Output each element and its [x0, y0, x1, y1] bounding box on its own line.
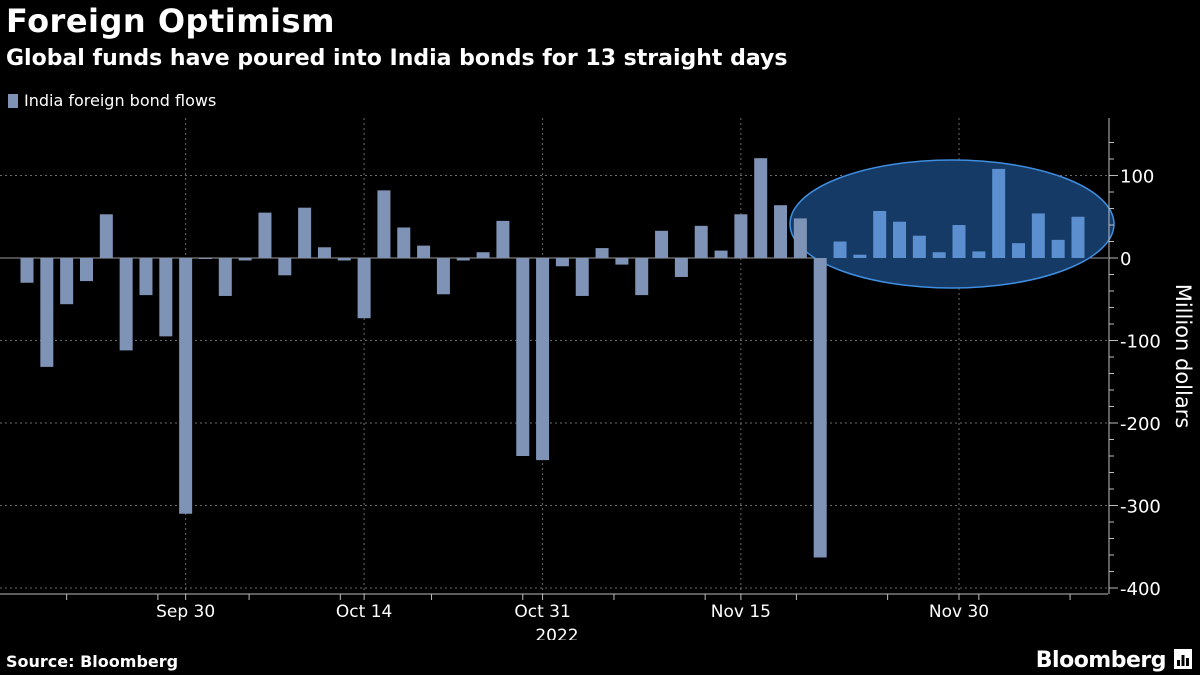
legend-label: India foreign bond flows	[24, 91, 217, 110]
bar	[972, 251, 986, 258]
bar	[40, 258, 54, 367]
x-tick-label: Nov 30	[929, 602, 989, 622]
bar	[198, 258, 212, 259]
bar	[218, 258, 232, 296]
x-tick-label: Oct 14	[336, 602, 392, 622]
bar	[79, 258, 93, 282]
x-tick-label: Nov 15	[711, 602, 771, 622]
bar	[337, 258, 351, 261]
bar	[992, 168, 1006, 258]
bar	[298, 207, 312, 258]
bar	[714, 250, 728, 258]
bar	[397, 227, 411, 258]
legend: India foreign bond flows	[8, 91, 216, 110]
y-tick-label: -100	[1120, 332, 1161, 353]
bar	[516, 258, 530, 456]
bar	[139, 258, 153, 296]
bar	[536, 258, 550, 461]
bar	[575, 258, 589, 296]
bar	[1012, 243, 1025, 258]
bar	[952, 225, 966, 258]
highlight-ellipse	[789, 159, 1115, 289]
y-tick-label: 100	[1120, 167, 1154, 188]
source-note: Source: Bloomberg	[6, 652, 179, 671]
bar	[278, 258, 292, 276]
bar	[238, 258, 252, 261]
x-tick-label: Sep 30	[156, 602, 215, 622]
bar	[774, 205, 788, 258]
bar	[60, 258, 74, 305]
bar	[417, 245, 431, 258]
bar	[754, 158, 768, 258]
bar	[813, 258, 827, 558]
bar	[734, 214, 748, 258]
y-tick-label: -400	[1120, 579, 1161, 600]
bar	[655, 230, 669, 258]
bar	[873, 210, 887, 258]
bar	[694, 225, 708, 258]
bar	[456, 258, 470, 261]
bar	[179, 258, 193, 514]
bar	[377, 190, 391, 258]
x-tick-label: Oct 31	[514, 602, 570, 622]
bar	[258, 212, 272, 258]
bar	[99, 214, 113, 258]
bar	[615, 258, 629, 265]
y-tick-label: 0	[1120, 249, 1131, 270]
bar	[20, 258, 34, 283]
brand-logo-text: Bloomberg	[1035, 648, 1167, 673]
y-tick-label: -200	[1120, 414, 1161, 435]
bar	[595, 248, 609, 258]
chart-title: Foreign Optimism	[6, 2, 335, 40]
bar	[793, 218, 807, 258]
bar	[674, 258, 688, 277]
bar	[635, 258, 649, 296]
bar	[1051, 239, 1065, 258]
bar	[436, 258, 450, 295]
bloomberg-chart-icon	[1174, 649, 1192, 669]
bar	[496, 220, 510, 258]
bar	[119, 258, 133, 351]
bar	[555, 258, 569, 267]
legend-swatch	[8, 93, 18, 108]
bar	[833, 241, 847, 258]
bar-chart: Sep 30 Oct 14 Oct 31 Nov 15 Nov 30 2022 100 0 -1…	[0, 118, 1195, 640]
chart-subtitle: Global funds have poured into India bond…	[6, 46, 788, 71]
bar	[357, 258, 371, 319]
bar	[1031, 213, 1045, 258]
bar	[317, 247, 331, 258]
bar	[932, 252, 946, 258]
bar	[476, 252, 490, 258]
bar	[159, 258, 173, 337]
x-year-label: 2022	[535, 626, 578, 640]
bar	[853, 254, 867, 258]
bar	[1071, 216, 1085, 258]
y-tick-label: -300	[1120, 497, 1161, 518]
bar	[912, 235, 926, 258]
bar	[893, 221, 907, 258]
y-axis-title: Million dollars	[1171, 284, 1195, 429]
